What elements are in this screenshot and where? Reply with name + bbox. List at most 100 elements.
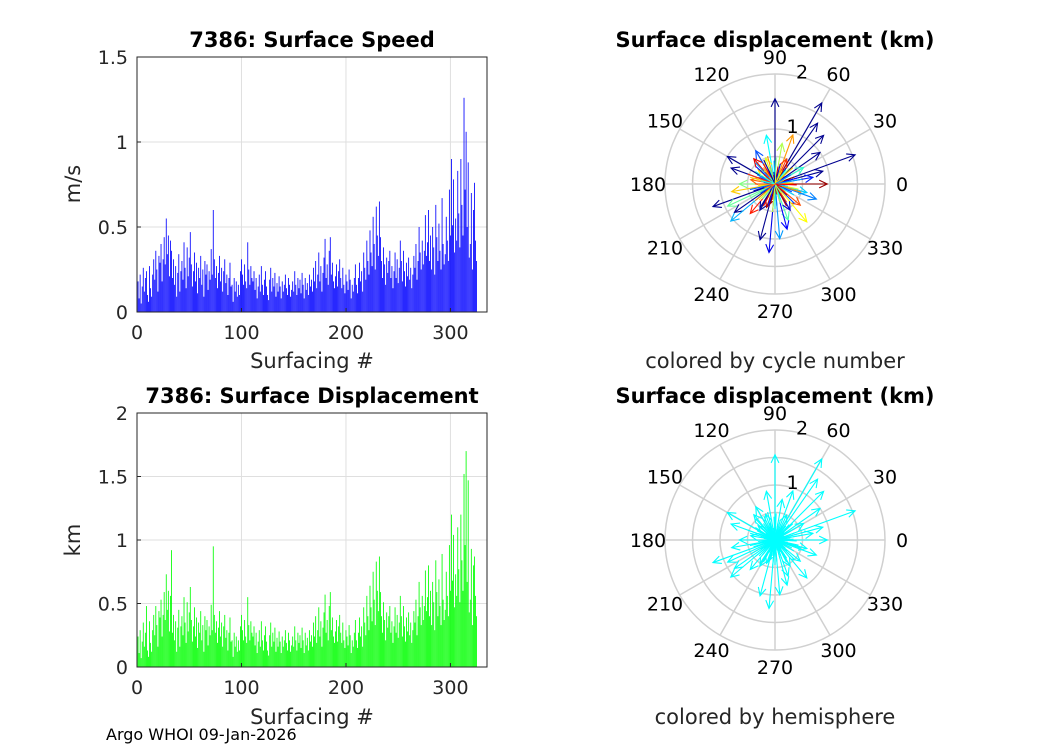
bar	[270, 267, 272, 312]
bar	[175, 266, 177, 312]
bar	[313, 267, 314, 312]
bar	[209, 635, 211, 667]
bar	[158, 611, 160, 667]
bar	[365, 279, 367, 312]
bar	[279, 641, 281, 667]
bar	[305, 289, 307, 312]
arrow-head	[809, 478, 819, 489]
bar	[215, 266, 217, 312]
bar	[303, 298, 305, 312]
bar	[330, 274, 332, 312]
bar	[318, 252, 320, 312]
arrow-head	[726, 198, 737, 207]
bar	[230, 641, 232, 667]
bar	[446, 240, 448, 312]
bar	[471, 269, 473, 312]
bar	[163, 237, 165, 312]
bar	[211, 274, 213, 312]
bar	[429, 616, 430, 667]
bar	[282, 291, 284, 312]
arrow-head	[813, 168, 825, 178]
arrow-head	[804, 530, 815, 540]
bar	[246, 288, 248, 312]
bar	[474, 182, 475, 312]
bar	[269, 635, 271, 667]
bar	[168, 276, 170, 312]
bar	[138, 298, 140, 312]
bar	[263, 650, 264, 667]
bar	[203, 651, 205, 667]
bar	[207, 289, 209, 312]
bar	[298, 642, 300, 667]
speed-chart-xlabel: Surfacing #	[250, 349, 374, 373]
bar	[232, 301, 234, 312]
bar	[180, 626, 182, 667]
bar	[383, 602, 384, 667]
bar	[237, 640, 239, 667]
bar	[218, 272, 219, 312]
bar	[315, 616, 317, 667]
bar	[171, 250, 172, 312]
bar	[191, 641, 193, 667]
arrow-head	[752, 513, 763, 524]
bar	[253, 626, 255, 667]
arrow-head	[749, 532, 760, 542]
bar	[473, 565, 474, 667]
bar	[217, 642, 218, 667]
bar	[260, 266, 262, 312]
bar	[287, 295, 288, 312]
bar	[444, 609, 446, 667]
bar	[418, 581, 420, 667]
bar	[231, 640, 233, 667]
bar	[432, 227, 434, 312]
bar	[306, 283, 308, 312]
bar	[292, 636, 294, 667]
bar	[138, 653, 140, 667]
bar	[373, 599, 375, 667]
bar	[433, 247, 435, 312]
bar	[240, 271, 241, 312]
bar	[202, 625, 204, 667]
angle-label: 180	[630, 530, 666, 552]
bar	[176, 651, 178, 667]
bar	[331, 262, 333, 312]
bar	[209, 279, 211, 312]
bar	[376, 590, 378, 667]
bar	[188, 612, 190, 667]
bar	[308, 274, 310, 312]
bar	[400, 261, 402, 312]
bar	[322, 627, 324, 667]
bar	[151, 296, 153, 312]
bar	[450, 235, 451, 312]
bar	[168, 631, 170, 667]
bar	[237, 284, 239, 312]
bar	[166, 254, 168, 312]
displacement-chart-xlabel: Surfacing #	[250, 705, 374, 729]
bar	[268, 655, 270, 667]
short-displacement-arrow	[767, 183, 776, 206]
bar	[255, 632, 257, 667]
bar	[261, 284, 263, 312]
bar	[201, 640, 203, 667]
arrow-head	[730, 541, 741, 551]
bar	[447, 616, 449, 667]
bar	[428, 565, 429, 667]
bar	[222, 646, 224, 667]
bar	[414, 267, 416, 312]
bar	[245, 636, 247, 667]
bar	[380, 237, 381, 312]
angle-label: 150	[647, 111, 683, 133]
short-displacement-arrow	[774, 183, 781, 203]
bar	[294, 626, 296, 667]
bar	[404, 626, 405, 667]
bar	[326, 620, 328, 667]
bar	[370, 252, 372, 312]
bar	[376, 235, 378, 312]
bar	[276, 283, 278, 312]
bar	[436, 237, 438, 312]
bar	[405, 641, 406, 667]
bar	[358, 278, 359, 312]
arrow-head	[782, 201, 791, 212]
angle-label: 120	[693, 420, 729, 442]
arrow-head	[811, 507, 822, 517]
